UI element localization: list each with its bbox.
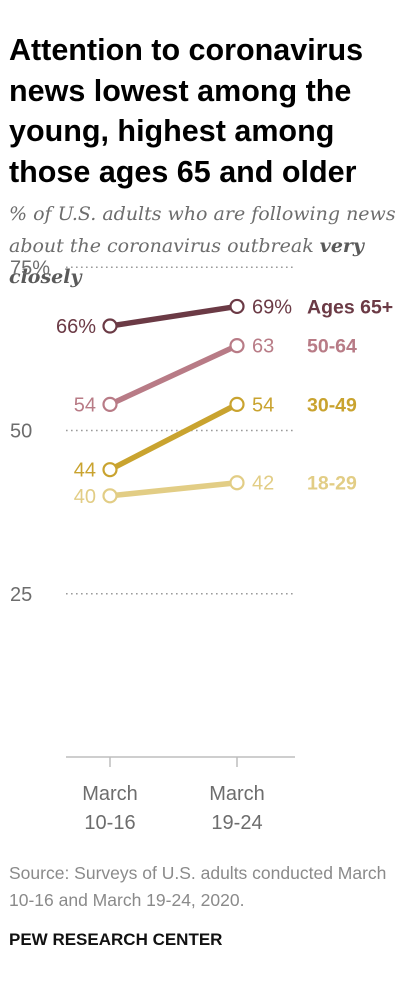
x-tick-label-1-0: March <box>209 783 265 805</box>
line-chart: 75% 50 25 March 10-16 March 19-24 66% 69% Ages 65… <box>10 257 393 834</box>
data-point-3-0 <box>102 488 118 504</box>
x-tick-label-0-1: 10-16 <box>84 812 135 834</box>
data-point-2-1 <box>229 396 245 412</box>
data-label-2-0: 44 <box>74 460 96 482</box>
data-point-2-0 <box>102 462 118 478</box>
series-name-3: 18-29 <box>307 473 357 495</box>
source-note: Source: Surveys of U.S. adults conducted… <box>9 863 387 910</box>
x-tick-label-0-0: March <box>82 783 138 805</box>
y-tick-label-2: 25 <box>10 584 32 606</box>
data-point-3-1 <box>229 475 245 491</box>
series-line-2 <box>107 401 240 473</box>
chart-title: Attention to coronavirus news lowest amo… <box>9 33 364 189</box>
y-tick-label-1: 50 <box>10 421 32 443</box>
data-label-1-0: 54 <box>74 394 96 416</box>
series-name-1: 50-64 <box>307 336 357 358</box>
chart-subtitle: % of U.S. adults who are following news … <box>9 199 414 294</box>
subtitle-text: % of U.S. adults who are following news … <box>9 203 396 257</box>
data-point-0-1 <box>229 298 245 315</box>
subtitle-emphasis: very closely <box>9 234 364 289</box>
data-label-2-1: 54 <box>252 394 274 416</box>
y-tick-label-0: 75% <box>10 257 50 279</box>
series-line-0 <box>107 303 240 329</box>
series-name-0: Ages 65+ <box>307 296 393 318</box>
x-tick-label-1-1: 19-24 <box>211 812 262 834</box>
series-line-1 <box>107 342 240 408</box>
data-point-1-1 <box>229 338 245 354</box>
organization-name: PEW RESEARCH CENTER <box>9 930 223 949</box>
data-label-1-1: 63 <box>252 336 274 358</box>
data-label-3-0: 40 <box>74 486 96 508</box>
data-point-1-0 <box>102 396 118 412</box>
series-name-2: 30-49 <box>307 394 357 416</box>
data-label-0-0: 66% <box>56 316 96 338</box>
data-label-3-1: 42 <box>252 473 274 495</box>
data-point-0-0 <box>102 318 118 334</box>
series-line-3 <box>107 479 240 499</box>
data-label-0-1: 69% <box>252 296 292 318</box>
